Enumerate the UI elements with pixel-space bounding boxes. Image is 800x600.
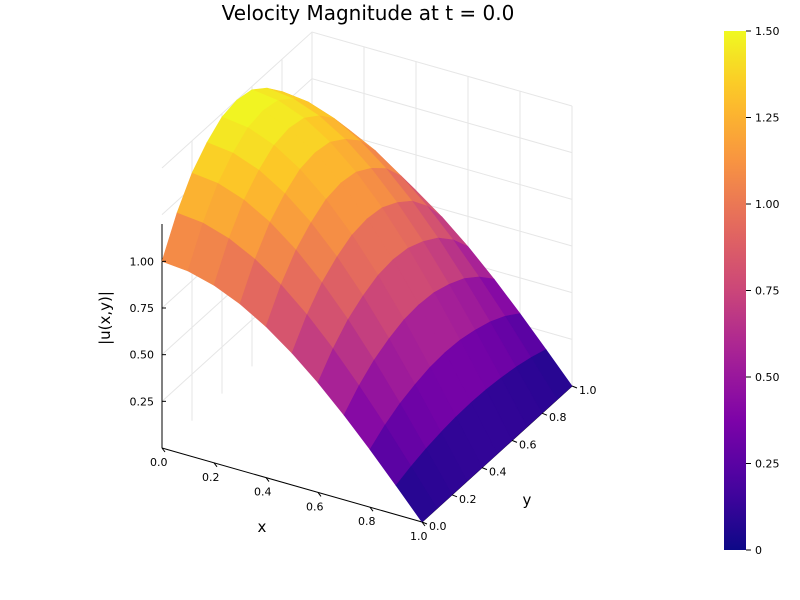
x-axis-line [161,447,423,523]
chart-title: Velocity Magnitude at t = 0.0 [222,1,515,25]
z-axis-label: |u(x,y)| [96,291,114,345]
colorbar-tick-label: 0.25 [755,458,780,471]
y-tick-mark [541,412,548,416]
x-tick-label: 0.4 [254,486,272,499]
x-tick-label: 0.6 [306,500,324,513]
y-tick-mark [571,385,578,389]
y-tick-label: 0.2 [459,493,477,506]
ticks-layer: 0.00.20.40.60.81.00.00.20.40.60.81.00.25… [130,255,597,543]
z-tick-label: 1.00 [130,255,155,268]
surface-layer [161,87,573,523]
z-tick-label: 0.75 [130,302,155,315]
x-axis-label: x [258,518,267,536]
colorbar-tick-label: 0 [755,544,762,557]
y-tick-label: 0.8 [549,411,567,424]
y-tick-mark [481,467,488,471]
colorbar: 0 0.25 0.50 0.75 1.00 1.25 1.50 [724,25,780,557]
z-tick-label: 0.50 [130,349,155,362]
x-tick-label: 0.8 [358,515,376,528]
colorbar-tick-label: 1.25 [755,112,780,125]
surface-patch [395,465,438,523]
y-tick-label: 0.6 [519,438,537,451]
y-axis-label: y [523,491,532,509]
x-tick-mark [317,492,322,497]
y-tick-label: 1.0 [579,384,597,397]
colorbar-tick-label: 0.75 [755,285,780,298]
x-tick-label: 0.0 [150,456,168,469]
x-tick-label: 0.2 [202,471,220,484]
x-tick-mark [369,506,374,512]
x-tick-mark [265,477,270,482]
x-tick-mark [161,447,166,453]
colorbar-tick-label: 0.50 [755,371,780,384]
y-tick-label: 0.0 [429,520,447,533]
x-tick-mark [213,462,218,468]
colorbar-tick-label: 1.50 [755,25,780,38]
y-tick-label: 0.4 [489,466,507,479]
colorbar-tick-label: 1.00 [755,198,780,211]
y-tick-mark [511,439,518,443]
y-tick-mark [421,521,428,525]
colorbar-gradient [724,31,746,550]
y-tick-mark [451,494,458,498]
z-tick-label: 0.25 [130,395,155,408]
x-tick-label: 1.0 [410,530,428,543]
